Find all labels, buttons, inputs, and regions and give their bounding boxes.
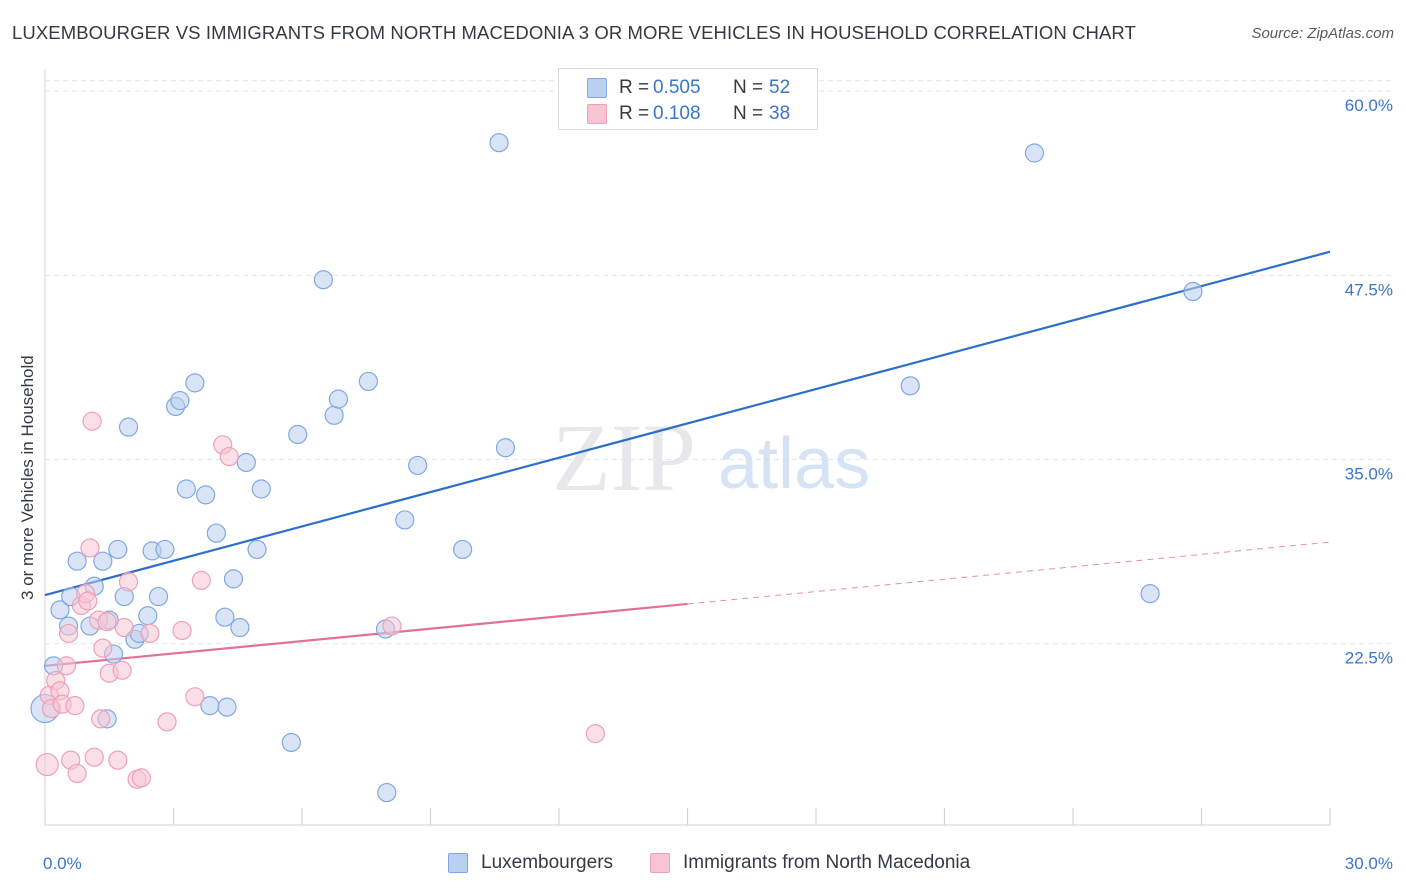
point-luxembourgers: [395, 510, 415, 530]
point-luxembourgers: [155, 539, 175, 560]
bottom-legend-label-luxembourgers: Luxembourgers: [481, 852, 614, 873]
point-north-macedonia: [84, 747, 104, 767]
point-luxembourgers: [377, 782, 397, 803]
legend: R = 0.505 N = 52 R = 0.108 N = 38: [558, 68, 818, 130]
point-north-macedonia: [58, 623, 79, 644]
points-layer: [30, 133, 1203, 803]
y-tick-label: 35.0%: [1345, 465, 1393, 484]
trend-line-luxembourgers: [44, 250, 1331, 597]
bottom-legend-swatch-north-macedonia: [650, 853, 670, 873]
point-luxembourgers: [118, 417, 139, 437]
chart-source: Source: ZipAtlas.com: [1251, 25, 1394, 42]
point-north-macedonia: [219, 446, 239, 467]
point-luxembourgers: [148, 586, 169, 607]
point-luxembourgers: [50, 600, 70, 620]
point-north-macedonia: [585, 724, 606, 744]
bottom-legend-label-north-macedonia: Immigrants from North Macedonia: [683, 852, 971, 873]
point-luxembourgers: [247, 539, 267, 560]
legend-r-label: R =: [619, 77, 650, 98]
point-luxembourgers: [138, 606, 158, 626]
point-north-macedonia: [172, 620, 192, 641]
grid-layer: [45, 80, 1393, 645]
point-north-macedonia: [80, 538, 100, 558]
point-luxembourgers: [324, 405, 344, 425]
legend-r-value: 0.108: [653, 103, 701, 124]
point-luxembourgers: [206, 523, 226, 543]
point-luxembourgers: [281, 732, 301, 753]
point-north-macedonia: [91, 709, 111, 729]
point-north-macedonia: [114, 617, 134, 638]
point-luxembourgers: [453, 539, 473, 560]
point-north-macedonia: [140, 623, 160, 644]
x-tick-label: 0.0%: [43, 854, 82, 873]
legend-n-label: N =: [733, 103, 764, 124]
point-luxembourgers: [215, 607, 235, 627]
point-luxembourgers: [230, 617, 250, 638]
point-luxembourgers: [176, 479, 196, 499]
y-tick-label: 60.0%: [1345, 96, 1393, 115]
trend-line-north-macedonia: [44, 602, 688, 667]
point-luxembourgers: [217, 697, 237, 717]
point-luxembourgers: [489, 133, 509, 153]
point-luxembourgers: [1183, 281, 1203, 302]
point-north-macedonia: [82, 411, 102, 431]
legend-swatch-north-macedonia: [587, 104, 607, 124]
point-north-macedonia: [97, 612, 117, 632]
point-north-macedonia: [78, 591, 98, 611]
watermark: ZIP atlas: [552, 404, 870, 511]
point-luxembourgers: [185, 373, 205, 393]
point-north-macedonia: [382, 616, 402, 636]
chart-title: LUXEMBOURGER VS IMMIGRANTS FROM NORTH MA…: [12, 22, 1136, 43]
point-luxembourgers: [328, 389, 349, 409]
point-north-macedonia: [56, 656, 77, 676]
point-north-macedonia: [131, 768, 151, 788]
point-luxembourgers: [251, 479, 271, 499]
trend-extension-north-macedonia: [687, 541, 1331, 605]
point-luxembourgers: [223, 569, 244, 589]
legend-n-value: 38: [769, 103, 791, 124]
point-luxembourgers: [1140, 584, 1160, 604]
point-luxembourgers: [1024, 143, 1045, 163]
bottom-legend-swatch-luxembourgers: [448, 853, 468, 873]
point-luxembourgers: [900, 376, 920, 396]
point-luxembourgers: [196, 485, 216, 505]
trend-layer: [44, 250, 1331, 667]
y-tick-label: 47.5%: [1345, 280, 1393, 299]
point-luxembourgers: [313, 270, 334, 290]
point-north-macedonia: [157, 712, 177, 732]
x-tick-label: 30.0%: [1345, 854, 1393, 873]
watermark-atlas: atlas: [718, 424, 870, 504]
point-north-macedonia: [191, 570, 211, 590]
point-luxembourgers: [93, 551, 113, 571]
point-north-macedonia: [108, 750, 128, 770]
point-luxembourgers: [358, 371, 378, 392]
point-north-macedonia: [118, 572, 139, 592]
legend-n-value: 52: [769, 77, 791, 98]
point-north-macedonia: [112, 660, 132, 680]
point-north-macedonia: [93, 638, 113, 658]
legend-r-value: 0.505: [653, 77, 701, 98]
point-luxembourgers: [170, 390, 190, 411]
point-north-macedonia: [35, 752, 59, 777]
y-tick-label: 22.5%: [1345, 649, 1393, 668]
y-axis-title: 3 or more Vehicles in Household: [18, 355, 37, 600]
point-luxembourgers: [288, 424, 308, 445]
watermark-zip: ZIP: [552, 404, 696, 511]
point-north-macedonia: [65, 696, 85, 716]
legend-r-label: R =: [619, 103, 650, 124]
point-luxembourgers: [67, 551, 87, 571]
point-north-macedonia: [185, 687, 205, 707]
point-luxembourgers: [408, 455, 428, 476]
point-luxembourgers: [495, 438, 516, 458]
point-luxembourgers: [108, 539, 128, 560]
point-north-macedonia: [67, 763, 87, 784]
point-luxembourgers: [236, 452, 256, 473]
legend-swatch-luxembourgers: [587, 78, 607, 98]
tick-label-layer: 22.5% 35.0% 47.5% 60.0% 0.0% 30.0%: [43, 96, 1393, 873]
legend-n-label: N =: [733, 77, 764, 98]
